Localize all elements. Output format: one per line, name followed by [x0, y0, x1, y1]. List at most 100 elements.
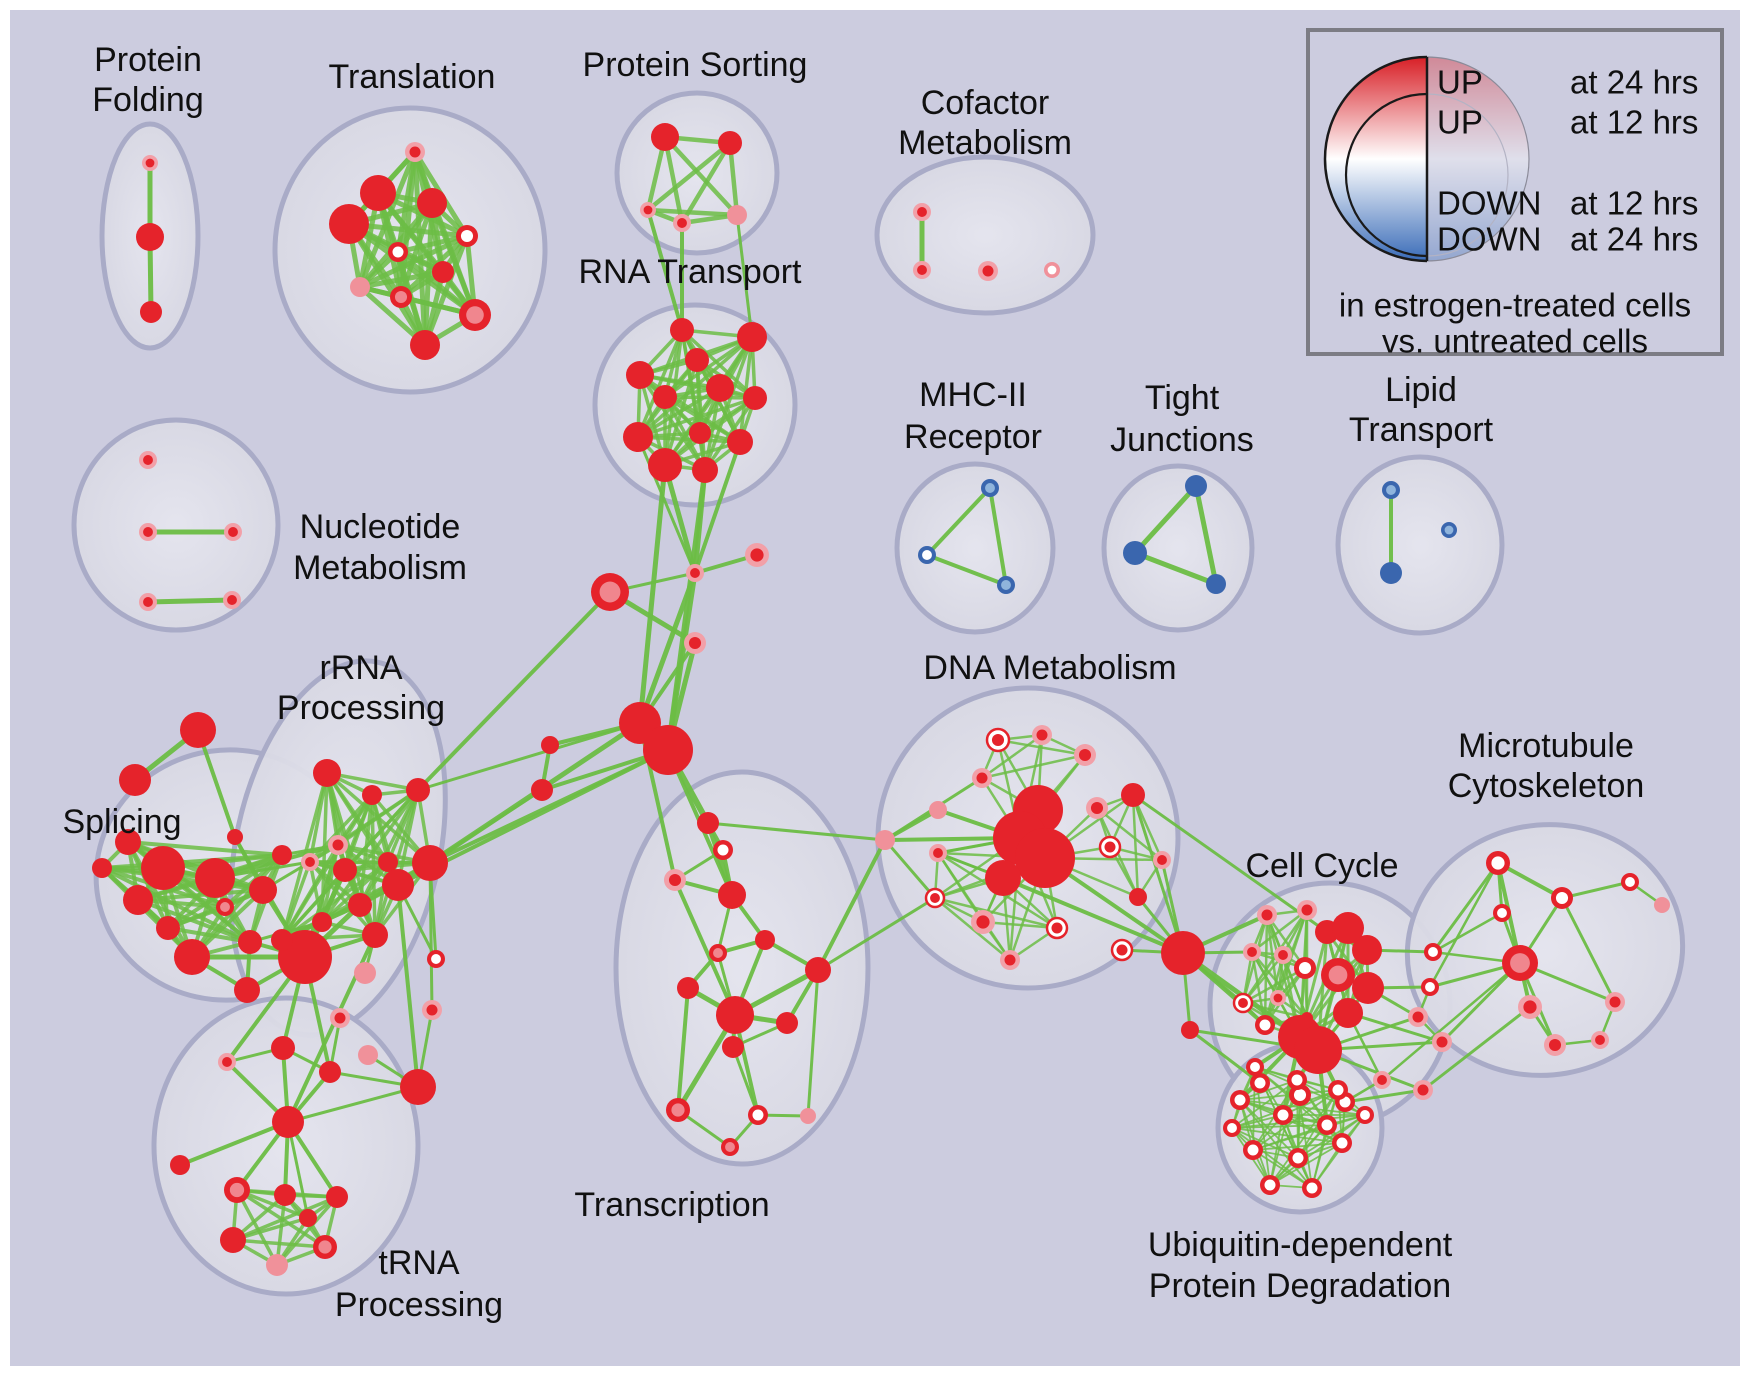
network-node-68	[354, 962, 376, 984]
cluster-ellipse-lipid-transport	[1335, 454, 1505, 636]
network-edge	[1296, 1079, 1366, 1116]
network-node-center-83	[318, 1240, 332, 1254]
network-node-center-142	[1293, 1088, 1307, 1102]
cluster-ellipse-nucleotide-metabolism	[71, 417, 281, 633]
network-node-center-123	[1004, 954, 1016, 966]
network-node-center-158	[1548, 1038, 1562, 1052]
network-edge	[665, 570, 698, 753]
network-node-50	[249, 876, 277, 904]
network-edge	[100, 853, 284, 870]
network-node-10	[350, 277, 370, 297]
network-node-78	[170, 1155, 190, 1175]
network-node-center-67	[431, 954, 441, 964]
network-edge	[663, 395, 742, 444]
network-node-center-128	[1298, 961, 1312, 975]
network-node-center-114	[1104, 841, 1116, 853]
legend-outer-left-arc	[1323, 55, 1428, 263]
network-node-center-120	[1116, 944, 1128, 956]
cluster-label-protein-folding-line1: Protein	[94, 41, 202, 79]
network-node-178	[1206, 574, 1226, 594]
network-edge	[190, 853, 284, 959]
network-node-9	[432, 261, 454, 283]
network-node-center-104	[1078, 748, 1092, 762]
network-node-center-152	[1497, 908, 1507, 918]
cluster-label-mhc-ii-receptor-line2: Receptor	[904, 418, 1042, 456]
network-node-center-8	[392, 246, 404, 258]
network-node-center-154	[1523, 1000, 1537, 1014]
network-edge	[395, 249, 478, 318]
network-node-center-115	[1157, 855, 1167, 865]
network-edge	[1231, 1127, 1343, 1144]
network-node-94	[716, 996, 754, 1034]
network-edge	[980, 733, 1044, 780]
network-edge	[1421, 1005, 1532, 1092]
network-edge	[673, 878, 737, 1017]
network-edge	[1131, 793, 1140, 899]
network-node-center-124	[1261, 909, 1273, 921]
network-node-center-105	[976, 772, 988, 784]
network-node-62	[382, 869, 414, 901]
network-node-center-162	[1332, 1084, 1344, 1096]
cluster-label-translation-line1: Translation	[329, 58, 496, 96]
cluster-label-lipid-transport-line2: Transport	[1349, 411, 1494, 449]
network-edge	[395, 233, 470, 255]
network-node-97	[722, 1036, 744, 1058]
network-edge	[1431, 911, 1504, 954]
network-node-center-148	[1417, 1084, 1429, 1096]
network-edge	[638, 373, 707, 472]
network-edge	[178, 1120, 290, 1167]
network-node-center-149	[1377, 1075, 1387, 1085]
network-edge	[679, 140, 733, 226]
network-node-center-103	[1036, 729, 1048, 741]
cluster-label-lipid-transport-line1: Lipid	[1385, 371, 1457, 409]
network-node-47	[156, 916, 180, 940]
network-node-center-155	[1609, 996, 1621, 1008]
network-node-center-159	[1595, 1035, 1605, 1045]
network-node-65	[312, 912, 332, 932]
network-node-center-188	[228, 527, 238, 537]
network-node-center-33	[599, 581, 621, 603]
network-edge	[286, 1120, 310, 1220]
legend-footnote-line1: in estrogen-treated cells	[1339, 287, 1691, 324]
network-node-28	[727, 429, 753, 455]
network-node-center-173	[985, 483, 995, 493]
network-node-121	[1161, 931, 1205, 975]
network-node-45	[92, 858, 112, 878]
legend-fade-half	[1427, 57, 1529, 261]
network-node-center-58	[332, 839, 344, 851]
cluster-label-cofactor-metabolism-line2: Metabolism	[898, 124, 1072, 162]
network-node-25	[743, 386, 767, 410]
network-node-center-51	[220, 902, 230, 912]
network-edge	[231, 1238, 327, 1249]
network-edge	[636, 328, 684, 439]
network-node-111	[1015, 828, 1075, 888]
network-node-center-116	[930, 893, 940, 903]
network-edge	[1346, 1011, 1444, 1044]
network-edge	[1131, 793, 1329, 934]
network-node-89	[718, 881, 746, 909]
network-edge	[1231, 1079, 1298, 1129]
cluster-label-protein-folding-line2: Folding	[92, 81, 204, 119]
network-node-center-0	[145, 158, 155, 168]
network-edge	[1131, 793, 1185, 955]
network-node-133	[1352, 972, 1384, 1004]
network-edge	[1269, 1114, 1366, 1186]
network-node-center-187	[143, 527, 153, 537]
network-edge	[645, 207, 740, 218]
network-edge	[1231, 1124, 1328, 1129]
network-node-center-102	[991, 733, 1005, 747]
network-node-2	[140, 301, 162, 323]
network-node-1	[136, 223, 164, 251]
network-node-46	[123, 885, 153, 915]
network-node-center-184	[982, 265, 994, 277]
cluster-label-tight-junctions-line2: Junctions	[1110, 421, 1254, 459]
network-edge	[646, 208, 684, 332]
network-edge	[416, 721, 642, 792]
network-edge	[703, 335, 754, 472]
network-node-center-12	[466, 306, 484, 324]
network-node-center-175	[1001, 580, 1011, 590]
network-node-113	[985, 860, 1021, 896]
network-node-center-132	[1328, 965, 1348, 985]
network-node-57	[406, 778, 430, 802]
network-node-14	[651, 123, 679, 151]
